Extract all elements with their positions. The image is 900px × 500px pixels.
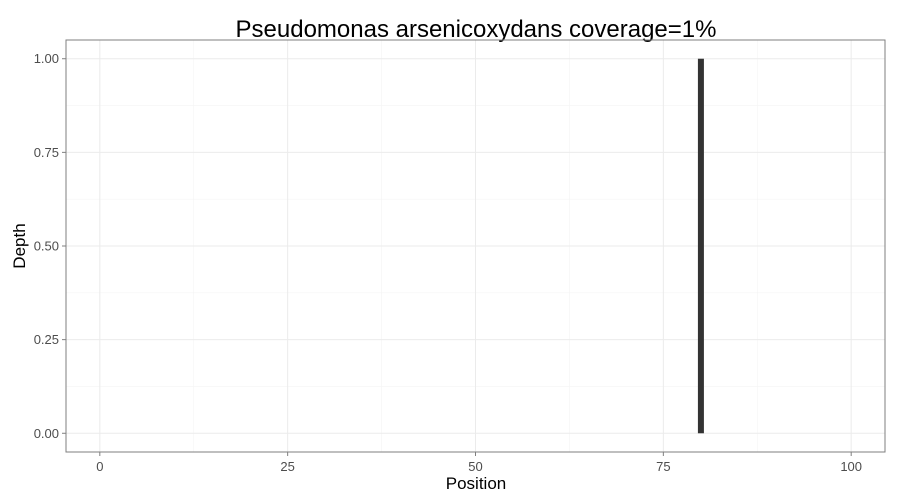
bars-layer [697,58,704,434]
x-tick-label: 0 [96,459,103,474]
x-tick-label: 100 [840,459,862,474]
y-tick-label: 1.00 [34,51,59,66]
chart-title: Pseudomonas arsenicoxydans coverage=1% [236,16,717,43]
y-axis: 0.00 0.25 0.50 0.75 1.00 [34,51,66,441]
y-tick-label: 0.75 [34,145,59,160]
grid-layer [66,40,885,452]
coverage-bar [697,58,704,434]
y-axis-title: Depth [10,223,29,268]
y-tick-label: 0.00 [34,426,59,441]
x-tick-label: 25 [280,459,294,474]
x-tick-label: 50 [468,459,482,474]
y-tick-label: 0.25 [34,332,59,347]
x-tick-label: 75 [656,459,670,474]
x-axis: 0 25 50 75 100 [96,452,862,474]
y-tick-label: 0.50 [34,239,59,254]
x-axis-title: Position [446,474,506,493]
